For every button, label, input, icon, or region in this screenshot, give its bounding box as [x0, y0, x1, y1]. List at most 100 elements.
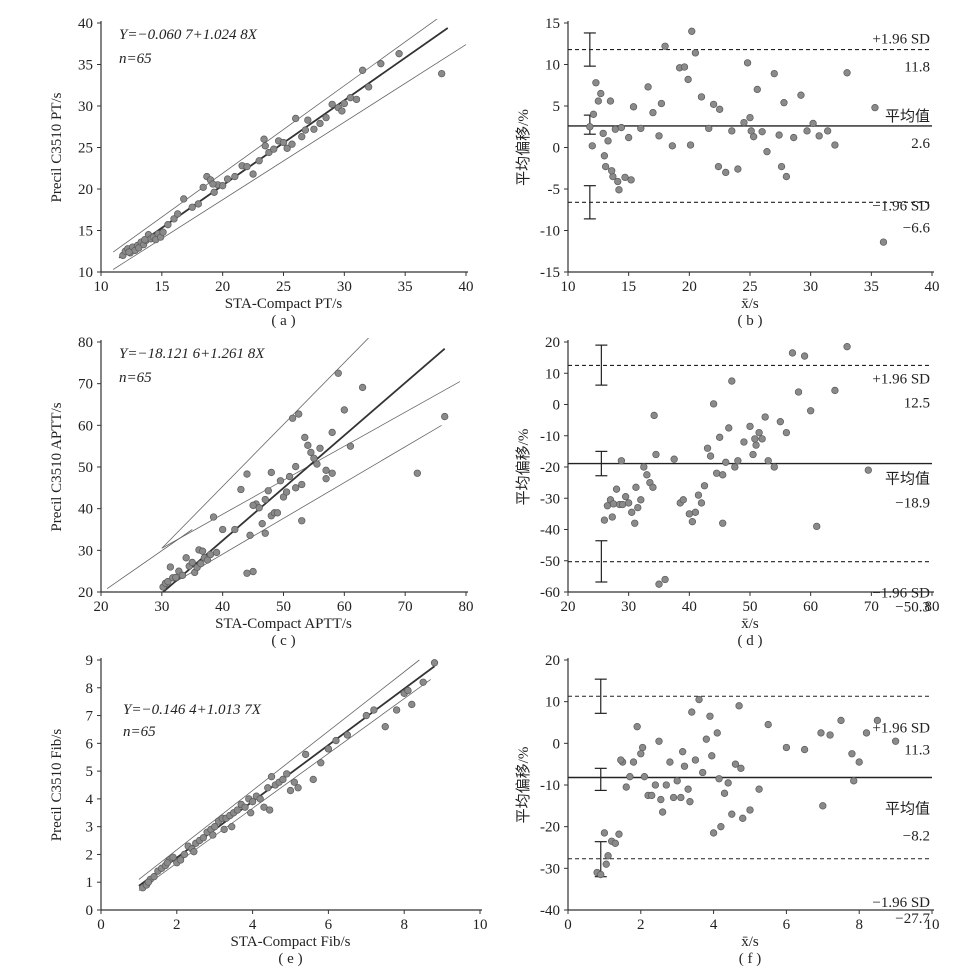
data-point: [713, 729, 721, 737]
y-axis-title: Precil C3510 PT/s: [49, 92, 65, 202]
data-point: [166, 563, 175, 571]
x-tick-label: 30: [337, 279, 352, 295]
data-point: [322, 466, 330, 474]
data-point: [764, 720, 772, 729]
data-point: [770, 463, 778, 471]
data-point: [755, 785, 763, 793]
data-point: [243, 569, 251, 577]
confidence-bound-line: [138, 659, 420, 880]
data-point: [377, 60, 385, 68]
data-point: [625, 133, 633, 142]
data-point: [241, 803, 249, 811]
data-point: [617, 123, 626, 132]
x-tick-label: 8: [400, 917, 408, 933]
data-point: [871, 104, 879, 112]
data-point: [261, 529, 269, 537]
data-point: [294, 784, 302, 792]
x-tick-label: 35: [398, 279, 413, 295]
reference-line-name: −1.96 SD: [872, 895, 930, 911]
data-point: [720, 789, 729, 797]
data-point: [837, 716, 845, 725]
data-point: [746, 806, 754, 814]
data-point: [246, 531, 254, 539]
data-point: [220, 825, 228, 834]
y-tick-label: -10: [540, 429, 560, 445]
data-point: [298, 480, 306, 489]
x-axis-title: x̄/s: [741, 296, 759, 312]
data-point: [740, 118, 748, 127]
data-point: [803, 127, 811, 135]
data-point: [588, 142, 596, 150]
y-tick-label: -20: [540, 820, 560, 836]
data-point: [267, 468, 275, 477]
data-point: [655, 737, 663, 745]
data-point: [292, 484, 300, 492]
data-point: [626, 773, 634, 781]
data-point: [310, 125, 318, 133]
data-point: [747, 127, 755, 135]
y-tick-label: 5: [86, 764, 94, 780]
data-point: [302, 750, 310, 759]
data-point: [691, 756, 700, 764]
x-axis-title: STA-Compact Fib/s: [230, 934, 350, 950]
data-point: [728, 377, 736, 385]
data-point: [381, 723, 389, 731]
data-point: [722, 458, 730, 466]
plot-area: [568, 344, 932, 583]
data-point: [719, 519, 727, 527]
x-tick-label: 2: [637, 917, 645, 933]
data-point: [338, 107, 346, 115]
data-point: [706, 712, 714, 720]
data-point: [248, 798, 257, 806]
y-tick-label: 8: [86, 681, 94, 697]
panel-label: ( d ): [738, 633, 763, 649]
data-point: [608, 167, 616, 175]
x-tick-label: 50: [743, 599, 758, 615]
data-point: [182, 554, 190, 562]
y-axis-title: 平均偏移/%: [515, 429, 532, 506]
data-point: [231, 172, 239, 181]
data-point: [255, 157, 263, 165]
data-point: [649, 108, 657, 117]
data-point: [608, 513, 616, 521]
data-point: [618, 500, 627, 509]
data-point: [652, 450, 660, 459]
data-point: [753, 85, 761, 94]
data-point: [615, 830, 623, 838]
x-tick-label: 10: [925, 917, 940, 933]
data-point: [159, 228, 167, 236]
y-tick-label: 15: [78, 224, 93, 240]
x-tick-label: 2: [173, 917, 181, 933]
data-point: [438, 69, 446, 78]
x-tick-label: 60: [337, 599, 352, 615]
panel-label: ( f ): [739, 951, 762, 967]
x-axis-title: x̄/s: [741, 616, 759, 632]
x-tick-label: 20: [561, 599, 576, 615]
data-point: [256, 795, 264, 803]
y-tick-label: 1: [86, 875, 94, 891]
data-point: [651, 781, 660, 789]
y-tick-label: 0: [553, 141, 561, 157]
y-tick-label: 3: [86, 820, 94, 836]
data-point: [800, 745, 809, 754]
data-point: [430, 659, 439, 667]
data-point: [850, 777, 858, 785]
y-tick-label: 30: [78, 99, 93, 115]
reference-line-value: −6.6: [903, 220, 931, 236]
data-point: [657, 795, 665, 804]
x-tick-label: 35: [864, 279, 879, 295]
data-point: [694, 491, 703, 499]
data-point: [657, 99, 666, 108]
regression-equation: Y=−18.121 6+1.261 8X: [119, 346, 265, 362]
data-point: [658, 808, 667, 816]
data-point: [594, 97, 602, 105]
data-point: [343, 731, 352, 739]
x-tick-label: 70: [398, 599, 413, 615]
x-axis-title: x̄/s: [741, 934, 759, 950]
data-point: [684, 75, 692, 84]
y-tick-label: 80: [78, 335, 93, 351]
data-point: [739, 814, 747, 822]
data-point: [313, 460, 321, 468]
data-point: [735, 702, 743, 710]
reference-line-value: 2.6: [911, 136, 930, 152]
